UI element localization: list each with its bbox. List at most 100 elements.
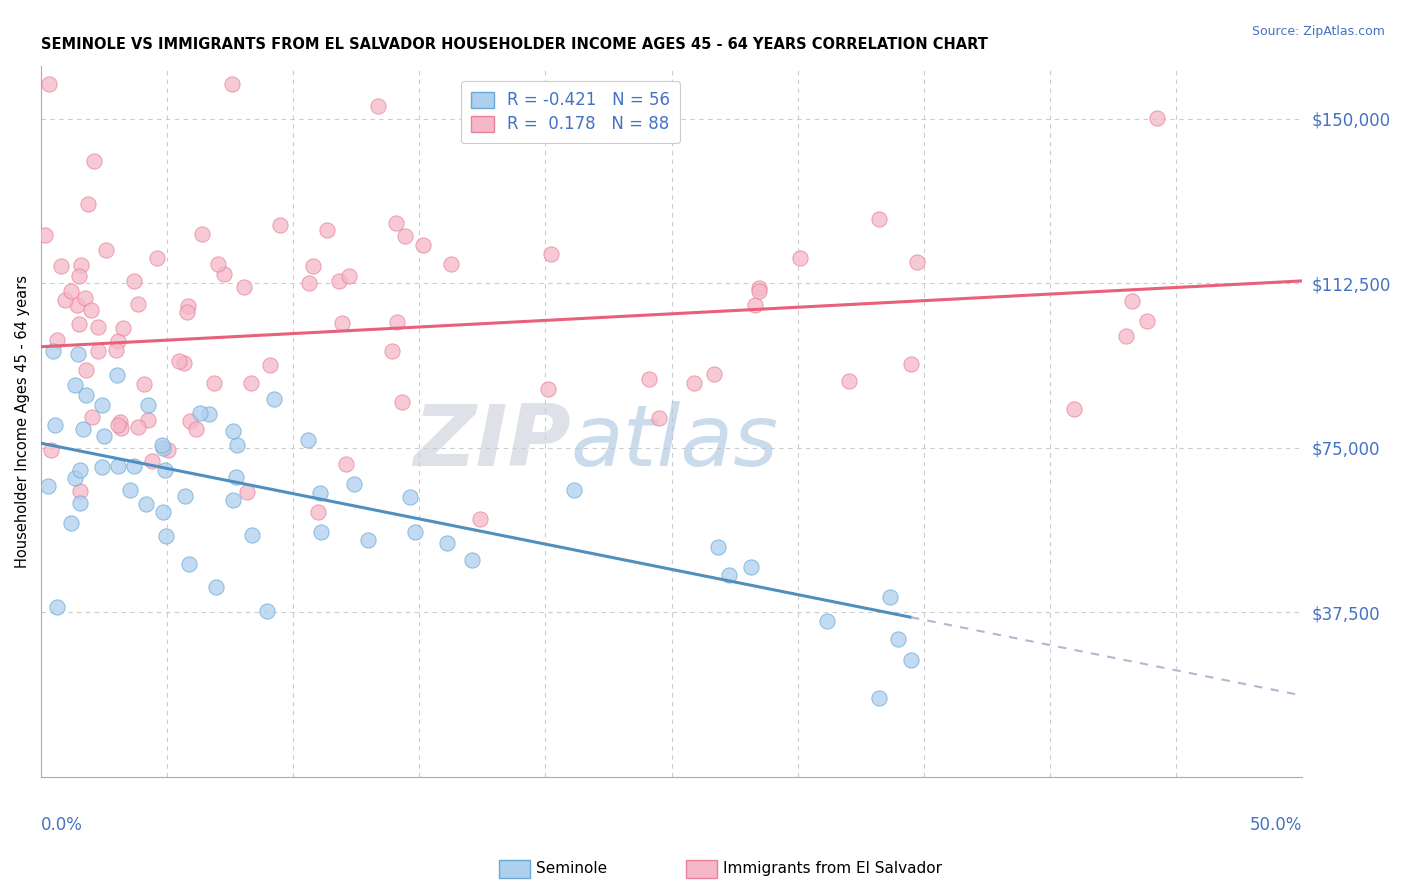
Point [80,409,103,424]
Point [637,372,659,386]
Point [112,320,135,334]
Point [740,560,762,574]
Text: Source: ZipAtlas.com: Source: ZipAtlas.com [1251,25,1385,38]
Point [69,463,91,477]
Point [207,257,229,271]
Point [37,479,59,493]
Point [298,276,321,290]
Point [77,197,100,211]
Point [93,428,115,442]
Point [1135,314,1157,328]
Point [179,414,201,428]
Point [70,258,93,272]
Point [152,441,174,455]
Point [263,392,285,406]
Point [412,237,434,252]
Point [124,459,146,474]
Point [1146,111,1168,125]
Point [868,690,890,705]
Point [69,495,91,509]
Point [135,497,157,511]
Point [44,417,66,432]
Point [190,227,212,241]
Point [198,407,221,421]
Point [337,268,360,283]
Point [707,540,730,554]
Point [83,153,105,168]
Point [221,77,243,91]
Point [94,244,117,258]
Point [240,528,263,542]
Point [225,438,247,452]
Text: SEMINOLE VS IMMIGRANTS FROM EL SALVADOR HOUSEHOLDER INCOME AGES 45 - 64 YEARS CO: SEMINOLE VS IMMIGRANTS FROM EL SALVADOR … [41,37,988,53]
Point [748,281,770,295]
Point [683,376,706,391]
Point [177,299,200,313]
Point [173,356,195,370]
Point [311,524,333,539]
Point [176,305,198,319]
Point [212,268,235,282]
Point [45,600,67,615]
Point [107,418,129,433]
Point [886,632,908,646]
Point [118,483,141,498]
Point [60,516,83,530]
Point [155,529,177,543]
Point [562,483,585,498]
Point [394,228,416,243]
Point [1063,401,1085,416]
Point [308,486,330,500]
Point [153,463,176,477]
Point [222,493,245,508]
Point [34,227,56,242]
Point [385,216,408,230]
Point [141,454,163,468]
Point [315,223,337,237]
Point [90,459,112,474]
Point [789,252,811,266]
Point [748,285,770,299]
Point [718,568,741,582]
Point [838,374,860,388]
Point [328,275,350,289]
Point [385,315,408,329]
Point [132,377,155,392]
Point [380,344,402,359]
Point [221,424,243,438]
Point [53,293,76,307]
Point [461,553,484,567]
Point [256,604,278,618]
Point [335,457,357,471]
Y-axis label: Householder Income Ages 45 - 64 years: Householder Income Ages 45 - 64 years [15,275,30,568]
Point [173,489,195,503]
Point [136,398,159,412]
Point [105,368,128,382]
Point [69,483,91,498]
Text: 0.0%: 0.0% [41,815,83,834]
Point [63,378,86,392]
Point [152,505,174,519]
Point [330,316,353,330]
Point [297,434,319,448]
Point [440,257,463,271]
Point [150,438,173,452]
Point [879,590,901,604]
Point [540,247,562,261]
Point [107,334,129,349]
Point [42,344,65,359]
Point [63,471,86,485]
Point [1115,329,1137,343]
Text: Seminole: Seminole [536,862,607,876]
Point [127,297,149,311]
Point [51,260,73,274]
Point [67,317,90,331]
Point [87,344,110,359]
Point [1121,293,1143,308]
Point [536,382,558,396]
Point [108,415,131,429]
Point [80,302,103,317]
Point [259,358,281,372]
Point [301,260,323,274]
Point [146,251,169,265]
